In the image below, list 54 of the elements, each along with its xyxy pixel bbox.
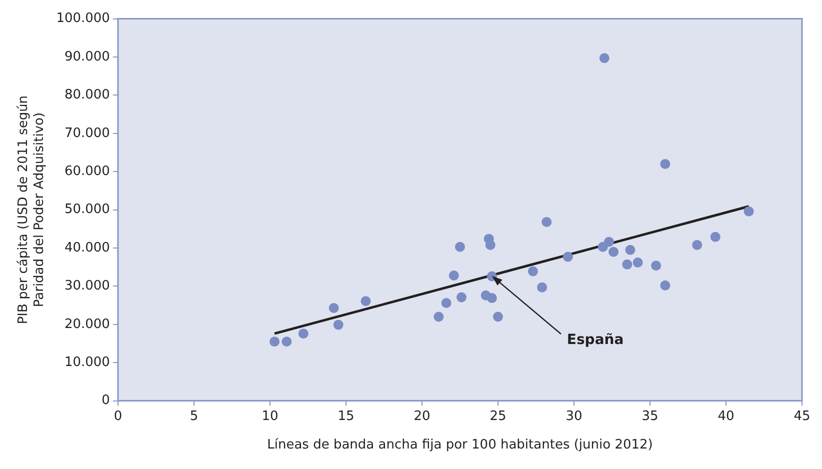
- y-tick-label: 80.000: [64, 88, 110, 103]
- point: [454, 242, 465, 252]
- point: [485, 240, 496, 250]
- x-tick-label: 30: [566, 408, 582, 424]
- point: [744, 206, 754, 216]
- y-tick-label: 40.000: [64, 240, 110, 256]
- x-tick-label: 25: [490, 408, 506, 424]
- point: [692, 240, 702, 250]
- y-tick-label: 90.000: [64, 49, 110, 64]
- point: [282, 336, 292, 347]
- point: [298, 328, 308, 339]
- y-tick-label: 60.000: [64, 164, 110, 179]
- y-axis-title: PIB per cápita (USD de 2011 según Paridad del Poder Adquisitivo): [16, 95, 47, 324]
- y-tick-label: 20.000: [64, 316, 110, 332]
- point: [632, 258, 643, 268]
- point: [333, 320, 344, 330]
- point: [625, 244, 636, 255]
- point: [486, 293, 497, 304]
- point: [270, 336, 280, 347]
- point: [604, 236, 614, 247]
- point: [660, 280, 670, 290]
- x-tick-label: 35: [642, 408, 658, 424]
- y-tick-label: 30.000: [64, 278, 110, 294]
- point: [622, 259, 632, 270]
- y-tick-label: 50.000: [64, 202, 110, 218]
- y-tick-label: 0: [102, 393, 110, 408]
- point: [537, 282, 548, 292]
- point: [710, 232, 720, 242]
- y-tick-label: 70.000: [64, 126, 110, 141]
- point: [492, 312, 503, 322]
- point: [562, 252, 573, 262]
- point: [528, 266, 538, 276]
- x-axis-title: Líneas de banda ancha fija por 100 habitantes (junio 2012): [267, 438, 653, 453]
- annotation: España: [566, 332, 624, 348]
- point: [441, 298, 452, 308]
- x-tick-label: 15: [338, 408, 354, 424]
- point: [599, 53, 610, 64]
- x-tick-label: 40: [718, 408, 734, 424]
- point: [608, 246, 619, 257]
- point: [328, 302, 339, 313]
- point: [651, 260, 662, 271]
- x-tick-label: 0: [114, 408, 122, 424]
- point: [542, 217, 552, 228]
- point: [448, 270, 459, 281]
- x-tick-label: 45: [794, 408, 810, 424]
- point: [660, 158, 670, 169]
- x-tick-label: 5: [190, 408, 198, 424]
- point: [456, 292, 466, 302]
- x-tick-label: 10: [262, 408, 278, 424]
- x-tick-label: 20: [414, 408, 430, 424]
- point: [360, 296, 371, 306]
- y-tick-label: 100.000: [56, 11, 110, 26]
- point: [434, 312, 444, 322]
- y-tick-label: 10.000: [64, 354, 110, 370]
